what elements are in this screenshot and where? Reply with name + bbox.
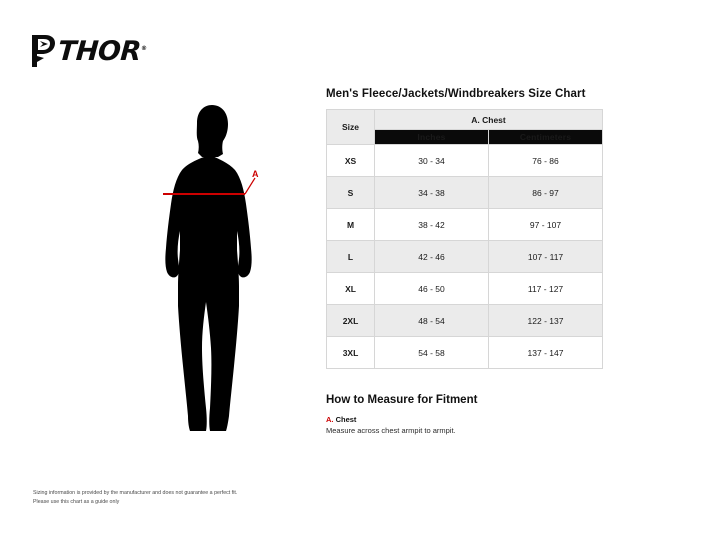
disclaimer-note: Sizing information is provided by the ma… bbox=[33, 489, 333, 506]
cell-inches: 48 - 54 bbox=[374, 304, 489, 337]
cell-size: M bbox=[326, 208, 375, 241]
cell-centimeters: 97 - 107 bbox=[487, 208, 604, 241]
disclaimer-line-2: Please use this chart as a guide only bbox=[33, 498, 120, 505]
how-to-measure-section: How to Measure for Fitment A. Chest Meas… bbox=[326, 394, 606, 435]
cell-size: 3XL bbox=[326, 336, 375, 369]
cell-size: S bbox=[326, 176, 375, 209]
cell-centimeters: 86 - 97 bbox=[487, 176, 604, 209]
brand-name: THOR bbox=[56, 35, 142, 67]
cell-size: 2XL bbox=[326, 304, 375, 337]
cell-size: XL bbox=[326, 272, 375, 305]
how-to-measure-title: How to Measure for Fitment bbox=[326, 394, 478, 406]
cell-centimeters: 117 - 127 bbox=[487, 272, 604, 305]
brand-trademark: ® bbox=[140, 44, 147, 52]
table-row: 2XL 48 - 54 122 - 137 bbox=[326, 304, 604, 337]
measure-label-a: A bbox=[252, 169, 259, 179]
brand-logo: THOR® bbox=[30, 30, 147, 72]
cell-size: XS bbox=[326, 144, 375, 177]
cell-inches: 46 - 50 bbox=[374, 272, 489, 305]
table-row: XL 46 - 50 117 - 127 bbox=[326, 272, 604, 305]
cell-size: L bbox=[326, 240, 375, 273]
cell-inches: 42 - 46 bbox=[374, 240, 489, 273]
cell-centimeters: 107 - 117 bbox=[487, 240, 604, 273]
how-to-item-description: Measure across chest armpit to armpit. bbox=[326, 426, 456, 435]
header-group-chest: A. Chest bbox=[373, 108, 604, 131]
how-to-item-marker: A. bbox=[326, 415, 334, 424]
cell-inches: 34 - 38 bbox=[374, 176, 489, 209]
table-row: S 34 - 38 86 - 97 bbox=[326, 176, 604, 209]
cell-centimeters: 122 - 137 bbox=[487, 304, 604, 337]
cell-centimeters: 137 - 147 bbox=[487, 336, 604, 369]
header-unit-centimeters: Centimeters bbox=[487, 129, 604, 145]
table-row: L 42 - 46 107 - 117 bbox=[326, 240, 604, 273]
table-row: XS 30 - 34 76 - 86 bbox=[326, 144, 604, 177]
cell-inches: 38 - 42 bbox=[374, 208, 489, 241]
size-chart-panel: Men's Fleece/Jackets/Windbreakers Size C… bbox=[326, 88, 604, 369]
chart-title: Men's Fleece/Jackets/Windbreakers Size C… bbox=[326, 88, 586, 100]
table-row: M 38 - 42 97 - 107 bbox=[326, 208, 604, 241]
measurement-figure: A bbox=[140, 100, 290, 445]
cell-inches: 30 - 34 bbox=[374, 144, 489, 177]
table-header: Size A. Chest Inches Centimeters bbox=[326, 108, 604, 145]
cell-inches: 54 - 58 bbox=[374, 336, 489, 369]
cell-centimeters: 76 - 86 bbox=[487, 144, 604, 177]
male-body-silhouette-icon bbox=[165, 105, 252, 431]
size-chart-table: Size A. Chest Inches Centimeters XS 30 -… bbox=[326, 108, 604, 369]
header-size: Size bbox=[326, 109, 375, 145]
chest-measure-line bbox=[163, 177, 256, 195]
how-to-item-label: A. Chest bbox=[326, 415, 606, 424]
disclaimer-line-1: Sizing information is provided by the ma… bbox=[33, 490, 238, 496]
thor-helmet-icon bbox=[30, 34, 56, 68]
brand-wordmark: THOR® bbox=[56, 35, 147, 67]
table-row: 3XL 54 - 58 137 - 147 bbox=[326, 336, 604, 369]
table-body: XS 30 - 34 76 - 86 S 34 - 38 86 - 97 M 3… bbox=[326, 144, 604, 369]
how-to-item-name: Chest bbox=[335, 415, 357, 424]
header-unit-inches: Inches bbox=[374, 129, 489, 145]
